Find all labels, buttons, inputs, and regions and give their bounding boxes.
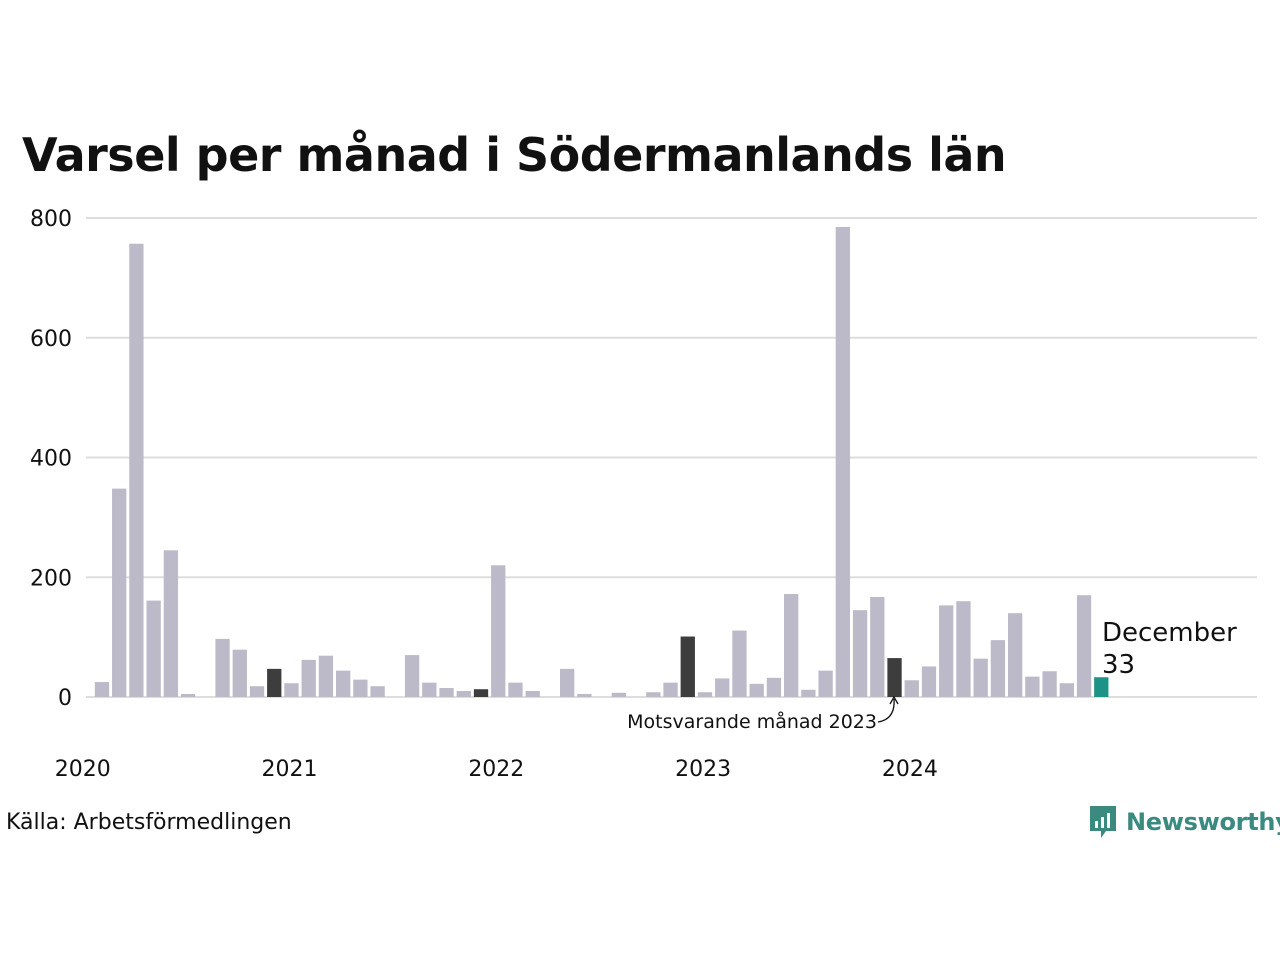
bar bbox=[732, 630, 747, 697]
bar bbox=[611, 692, 626, 697]
x-axis: 2020 2021 2022 2023 2024 bbox=[55, 757, 938, 782]
bar bbox=[939, 605, 954, 697]
comparison-bar bbox=[680, 636, 695, 697]
bar bbox=[491, 565, 506, 697]
bar bbox=[146, 600, 161, 697]
bar bbox=[956, 601, 971, 697]
bar bbox=[577, 694, 592, 697]
bar bbox=[1042, 671, 1057, 697]
comparison-bar bbox=[473, 689, 489, 697]
bar bbox=[456, 691, 471, 697]
bar bbox=[112, 488, 127, 697]
bar bbox=[784, 594, 799, 697]
bar bbox=[818, 670, 833, 697]
bar bbox=[766, 677, 782, 697]
y-tick-label: 200 bbox=[30, 566, 72, 591]
bar bbox=[301, 659, 316, 697]
bar bbox=[1025, 676, 1040, 697]
bar bbox=[232, 649, 247, 697]
bar bbox=[663, 682, 678, 697]
x-tick-label: 2023 bbox=[675, 757, 731, 782]
bar bbox=[318, 655, 334, 697]
annotation-arrowhead bbox=[889, 695, 899, 705]
highlight-value-label: 33 bbox=[1102, 650, 1135, 680]
y-axis: 0 200 400 600 800 bbox=[30, 207, 72, 711]
bar bbox=[1007, 613, 1023, 697]
x-tick-label: 2024 bbox=[882, 757, 938, 782]
newsworthy-logo: Newsworthy bbox=[1088, 804, 1280, 840]
bar bbox=[835, 226, 850, 697]
comparison-bar bbox=[887, 658, 902, 697]
comparison-annotation: Motsvarande månad 2023 bbox=[627, 710, 877, 733]
bar bbox=[904, 680, 919, 697]
bar bbox=[370, 686, 385, 697]
bar bbox=[422, 682, 437, 697]
y-tick-label: 800 bbox=[30, 207, 72, 232]
bar bbox=[697, 692, 713, 697]
bar bbox=[715, 678, 730, 697]
highlight-bar bbox=[1094, 677, 1109, 697]
x-tick-label: 2021 bbox=[262, 757, 318, 782]
bar bbox=[180, 694, 196, 697]
bar bbox=[525, 691, 540, 697]
comparison-bar bbox=[267, 668, 282, 697]
bar bbox=[1059, 683, 1074, 697]
bar bbox=[336, 670, 351, 697]
x-tick-label: 2022 bbox=[468, 757, 524, 782]
bar bbox=[852, 610, 868, 697]
bar bbox=[404, 655, 420, 697]
bar bbox=[439, 688, 454, 697]
bar bbox=[94, 682, 110, 697]
newsworthy-logo-icon bbox=[1090, 806, 1116, 838]
bar bbox=[1076, 595, 1092, 697]
bar-chart: 0 200 400 600 800 2020 2021 2022 2023 2024 Motsv… bbox=[30, 207, 1257, 782]
y-tick-label: 600 bbox=[30, 327, 72, 352]
bar bbox=[990, 640, 1006, 697]
bar bbox=[801, 689, 816, 697]
bar bbox=[508, 682, 523, 697]
bar bbox=[353, 679, 368, 697]
highlight-month-label: December bbox=[1102, 618, 1237, 648]
annotations: Motsvarande månad 2023 December 33 bbox=[627, 618, 1237, 733]
bar bbox=[129, 243, 144, 697]
bar bbox=[249, 686, 265, 697]
bar bbox=[560, 668, 575, 697]
y-tick-label: 0 bbox=[58, 686, 72, 711]
newsworthy-logo-text: Newsworthy bbox=[1126, 808, 1280, 836]
bar bbox=[973, 658, 988, 697]
bars bbox=[94, 226, 1109, 697]
bar bbox=[215, 638, 230, 697]
source-text: Källa: Arbetsförmedlingen bbox=[6, 810, 292, 835]
bar bbox=[284, 683, 299, 697]
bar bbox=[749, 683, 764, 697]
y-tick-label: 400 bbox=[30, 447, 72, 472]
x-tick-label: 2020 bbox=[55, 757, 111, 782]
chart-title: Varsel per månad i Södermanlands län bbox=[22, 128, 1007, 182]
bar bbox=[870, 597, 885, 697]
annotation-arrow bbox=[877, 698, 895, 723]
bar bbox=[921, 666, 937, 697]
bar bbox=[646, 692, 661, 697]
bar bbox=[163, 550, 179, 697]
